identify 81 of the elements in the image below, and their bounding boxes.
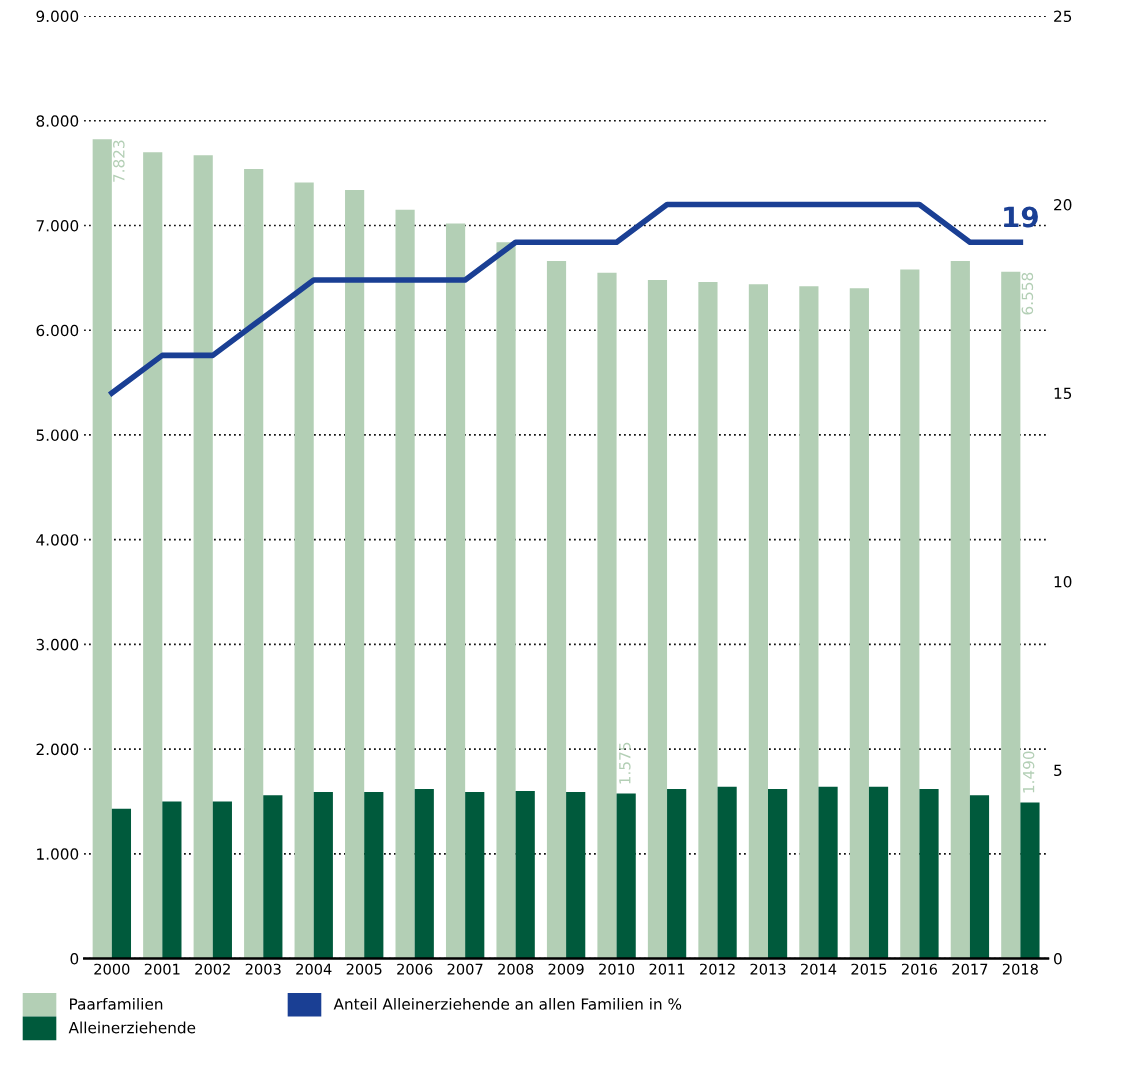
- x-tick-label: 2008: [498, 963, 534, 975]
- bar: [244, 168, 264, 959]
- data-label: 7.823: [113, 140, 125, 182]
- data-label: 19: [1004, 206, 1038, 228]
- bar: [768, 788, 788, 959]
- bar: [597, 272, 617, 959]
- data-label: 1.575: [619, 742, 631, 784]
- x-tick-label: 2009: [548, 963, 584, 975]
- legend-label: Alleinerziehende: [68, 1021, 196, 1034]
- x-tick-label: 2001: [144, 963, 180, 975]
- bar: [143, 152, 163, 959]
- bar: [950, 261, 970, 959]
- legend-label: Paarfamilien: [70, 997, 163, 1010]
- bar: [849, 288, 869, 959]
- bar: [294, 182, 314, 959]
- x-tick-label: 2017: [952, 963, 988, 975]
- x-tick-label: 2013: [750, 963, 786, 975]
- bar: [414, 788, 434, 959]
- x-tick-label: 2015: [851, 963, 887, 975]
- y2-tick-label: 0: [1054, 953, 1062, 965]
- x-tick-label: 2012: [700, 963, 735, 975]
- bar: [616, 793, 636, 959]
- y-tick-label: 0: [70, 953, 79, 965]
- bar: [92, 139, 112, 959]
- y-tick-label: 6.000: [36, 324, 79, 337]
- y2-tick-label: 10: [1054, 576, 1072, 588]
- bar: [445, 223, 466, 959]
- data-label: 6.558: [1021, 272, 1034, 315]
- bar: [1001, 271, 1021, 959]
- bar: [818, 786, 838, 959]
- bar: [969, 795, 990, 959]
- y-tick-label: 4.000: [36, 534, 79, 546]
- bar: [465, 792, 485, 959]
- y-tick-label: 8.000: [36, 115, 79, 127]
- y-tick-label: 7.000: [36, 219, 79, 232]
- y2-tick-label: 20: [1054, 199, 1072, 211]
- x-tick-label: 2000: [94, 963, 130, 975]
- bar: [263, 795, 283, 959]
- bar: [717, 786, 737, 959]
- bar: [111, 808, 132, 959]
- y-tick-label: 5.000: [36, 429, 79, 441]
- bar: [395, 209, 415, 959]
- bar: [748, 284, 768, 959]
- y-tick-label: 1.000: [37, 848, 79, 860]
- bar: [900, 269, 920, 959]
- y2-tick-label: 25: [1054, 10, 1072, 23]
- x-tick-label: 2010: [599, 963, 635, 975]
- bar: [515, 790, 535, 959]
- bar: [919, 788, 939, 959]
- bar: [566, 792, 586, 959]
- x-tick-label: 2005: [346, 963, 382, 975]
- x-tick-label: 2011: [649, 963, 685, 975]
- bar: [496, 242, 516, 959]
- data-label: 1.490: [1022, 751, 1035, 793]
- y-tick-label: 2.000: [36, 743, 79, 756]
- bar: [313, 792, 333, 959]
- bar: [1020, 802, 1040, 959]
- bar: [799, 286, 819, 959]
- bar: [546, 261, 567, 959]
- x-tick-label: 2002: [195, 963, 230, 975]
- bar: [162, 801, 182, 959]
- x-tick-label: 2007: [447, 963, 483, 975]
- y2-tick-label: 5: [1054, 764, 1062, 777]
- x-tick-label: 2006: [397, 963, 433, 975]
- bar: [647, 279, 668, 959]
- y-tick-label: 3.000: [36, 638, 79, 651]
- y-tick-label: 9.000: [36, 10, 79, 23]
- bar: [364, 792, 384, 959]
- x-tick-label: 2018: [1002, 963, 1038, 975]
- x-tick-label: 2014: [800, 963, 837, 975]
- bar: [868, 786, 889, 959]
- x-tick-label: 2003: [245, 963, 281, 975]
- y2-tick-label: 15: [1054, 387, 1072, 400]
- legend-label: Anteil Alleinerziehende an allen Familien in %: [333, 997, 682, 1010]
- bar: [698, 282, 718, 959]
- bar: [193, 155, 213, 959]
- bar: [667, 788, 687, 959]
- bar: [212, 801, 232, 959]
- x-tick-label: 2016: [901, 963, 938, 975]
- x-tick-label: 2004: [296, 963, 332, 975]
- bar: [345, 189, 365, 959]
